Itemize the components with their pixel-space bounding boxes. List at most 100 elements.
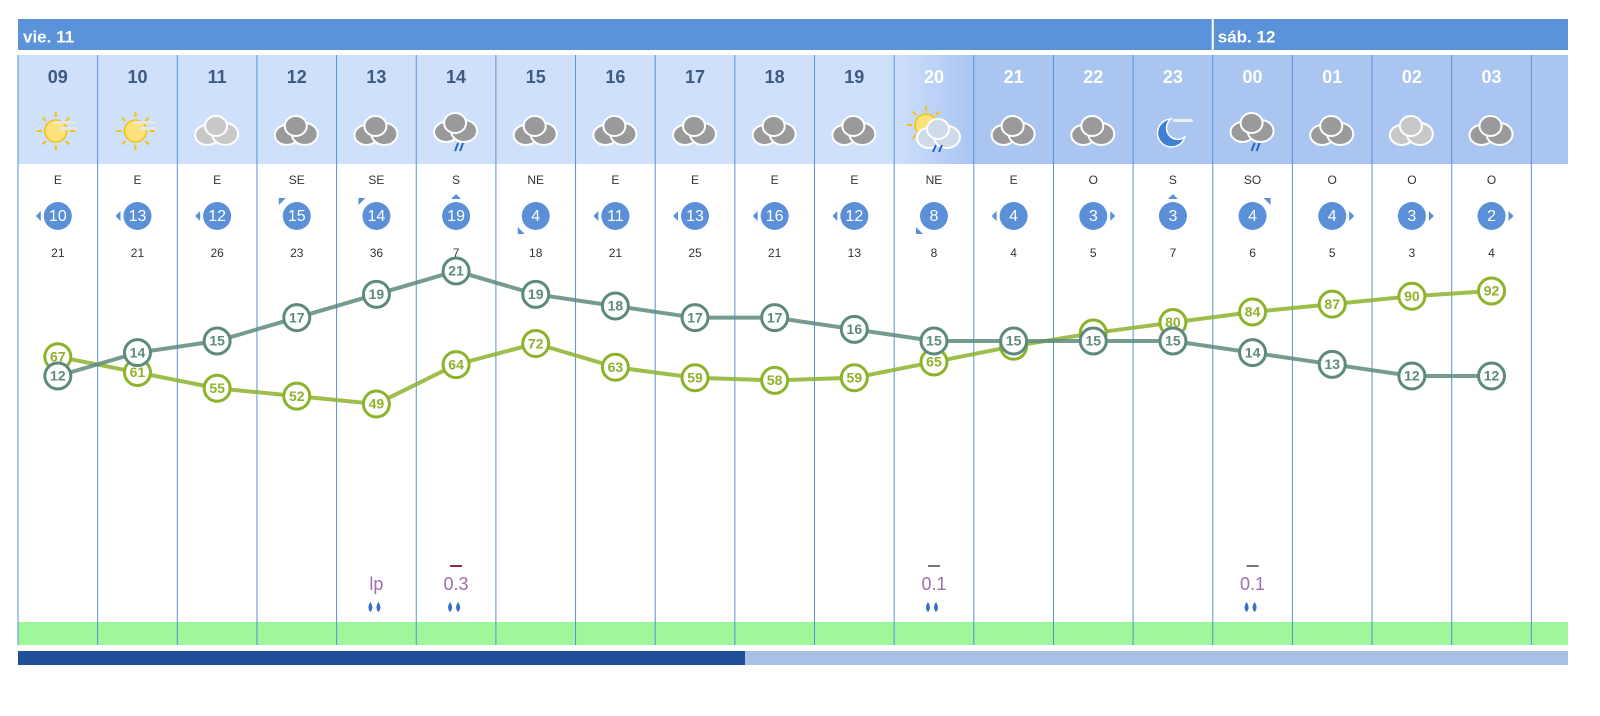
wind-arrow [451,194,462,199]
temperature-label: 16 [847,321,863,337]
wind-direction: SO [1244,173,1261,187]
wind-arrow [1167,194,1178,199]
sun-ray [121,116,127,122]
haze [59,127,78,130]
sun-ray [935,110,941,116]
scroll-thumb[interactable] [18,651,745,665]
wind-gust: 21 [131,246,145,260]
cloud [1239,112,1264,134]
weather-icon [906,106,961,153]
humidity-label: 92 [1484,283,1500,299]
weather-icon [592,115,638,146]
hour-label: 13 [366,67,386,87]
wind-arrow [593,211,599,221]
wind-direction: E [850,173,858,187]
wind-badge [840,202,869,230]
temperature-point [122,338,152,368]
humidity-label: 49 [369,396,385,412]
wind-gust: 25 [688,246,702,260]
wind-speed: 2 [1487,208,1496,225]
humidity-label: 58 [767,372,783,388]
wind-arrow [195,211,201,221]
humidity-label: 87 [1324,296,1340,312]
humidity-label: 72 [528,335,544,351]
humidity-label: 90 [1404,288,1420,304]
wind-speed: 3 [1168,208,1177,225]
humidity-point [1238,297,1268,327]
weather-icon [116,112,158,150]
temperature-label: 17 [767,309,783,325]
hour-cell [177,55,257,164]
cloud [841,115,866,137]
humidity-point [361,389,391,419]
cloud [283,115,308,137]
hour-cell [655,55,735,164]
wind-speed: 4 [531,208,540,225]
wind-speed: 12 [845,208,863,225]
wind-speed: 4 [1328,208,1337,225]
wind-speed: 3 [1407,208,1416,225]
sun-ray [144,140,150,146]
humidity-point [1477,276,1507,306]
temperature-point [1078,326,1108,356]
rain [1250,142,1261,152]
wind-speed: 19 [447,208,465,225]
temperature-point [839,314,869,344]
wind-direction: E [771,173,779,187]
wind-arrow [1428,211,1434,221]
wind-badge [362,202,391,230]
hour-label: 19 [844,67,864,87]
wind-arrow [278,198,286,205]
wind-gust: 5 [1329,246,1336,260]
haze [53,121,76,124]
wind-speed: 12 [208,208,226,225]
wind-badge [919,202,948,230]
hour-label: 15 [526,67,546,87]
wind-gust: 36 [370,246,384,260]
temperature-point [202,326,232,356]
precipitation: 0.3 [444,574,469,594]
hour-cell [18,55,98,164]
weather-icon [1468,115,1514,146]
temperature-label: 12 [50,368,66,384]
wind-speed: 13 [129,208,147,225]
cloud [682,115,707,137]
day-bar [18,19,1568,50]
cloud [602,115,627,137]
hour-cell [1451,55,1532,164]
humidity-point [521,329,551,359]
hour-cell [336,55,417,164]
wind-direction: E [213,173,221,187]
weather-icon [194,115,240,146]
temperature-point [680,303,710,333]
wind-speed: 13 [686,208,704,225]
sun-ray [41,116,47,122]
temperature-point [282,303,312,333]
hour-label: 10 [127,67,147,87]
weather-icon [1309,115,1355,146]
wind-gust: 7 [1170,246,1177,260]
hour-label: 01 [1322,67,1342,87]
wind-arrow [915,227,923,234]
temperature-point [1238,338,1268,368]
wind-gust: 5 [1090,246,1097,260]
sun-ray [144,116,150,122]
hour-label: 14 [446,67,466,87]
precipitation: lp [369,574,383,594]
temperature-label: 17 [687,309,703,325]
wind-badge [43,202,72,230]
wind-gust: 7 [453,246,460,260]
humidity-point [441,350,471,380]
hour-cell [1372,55,1452,164]
cloud [1000,115,1025,137]
temperature-label: 18 [608,298,624,314]
cloud [443,112,468,134]
moon [1156,118,1187,148]
temperature-label: 19 [528,286,544,302]
cloud [925,118,950,140]
wind-direction: NE [527,173,544,187]
wind-arrow [1349,211,1355,221]
humidity-point [282,381,312,411]
wind-badge [999,202,1028,230]
